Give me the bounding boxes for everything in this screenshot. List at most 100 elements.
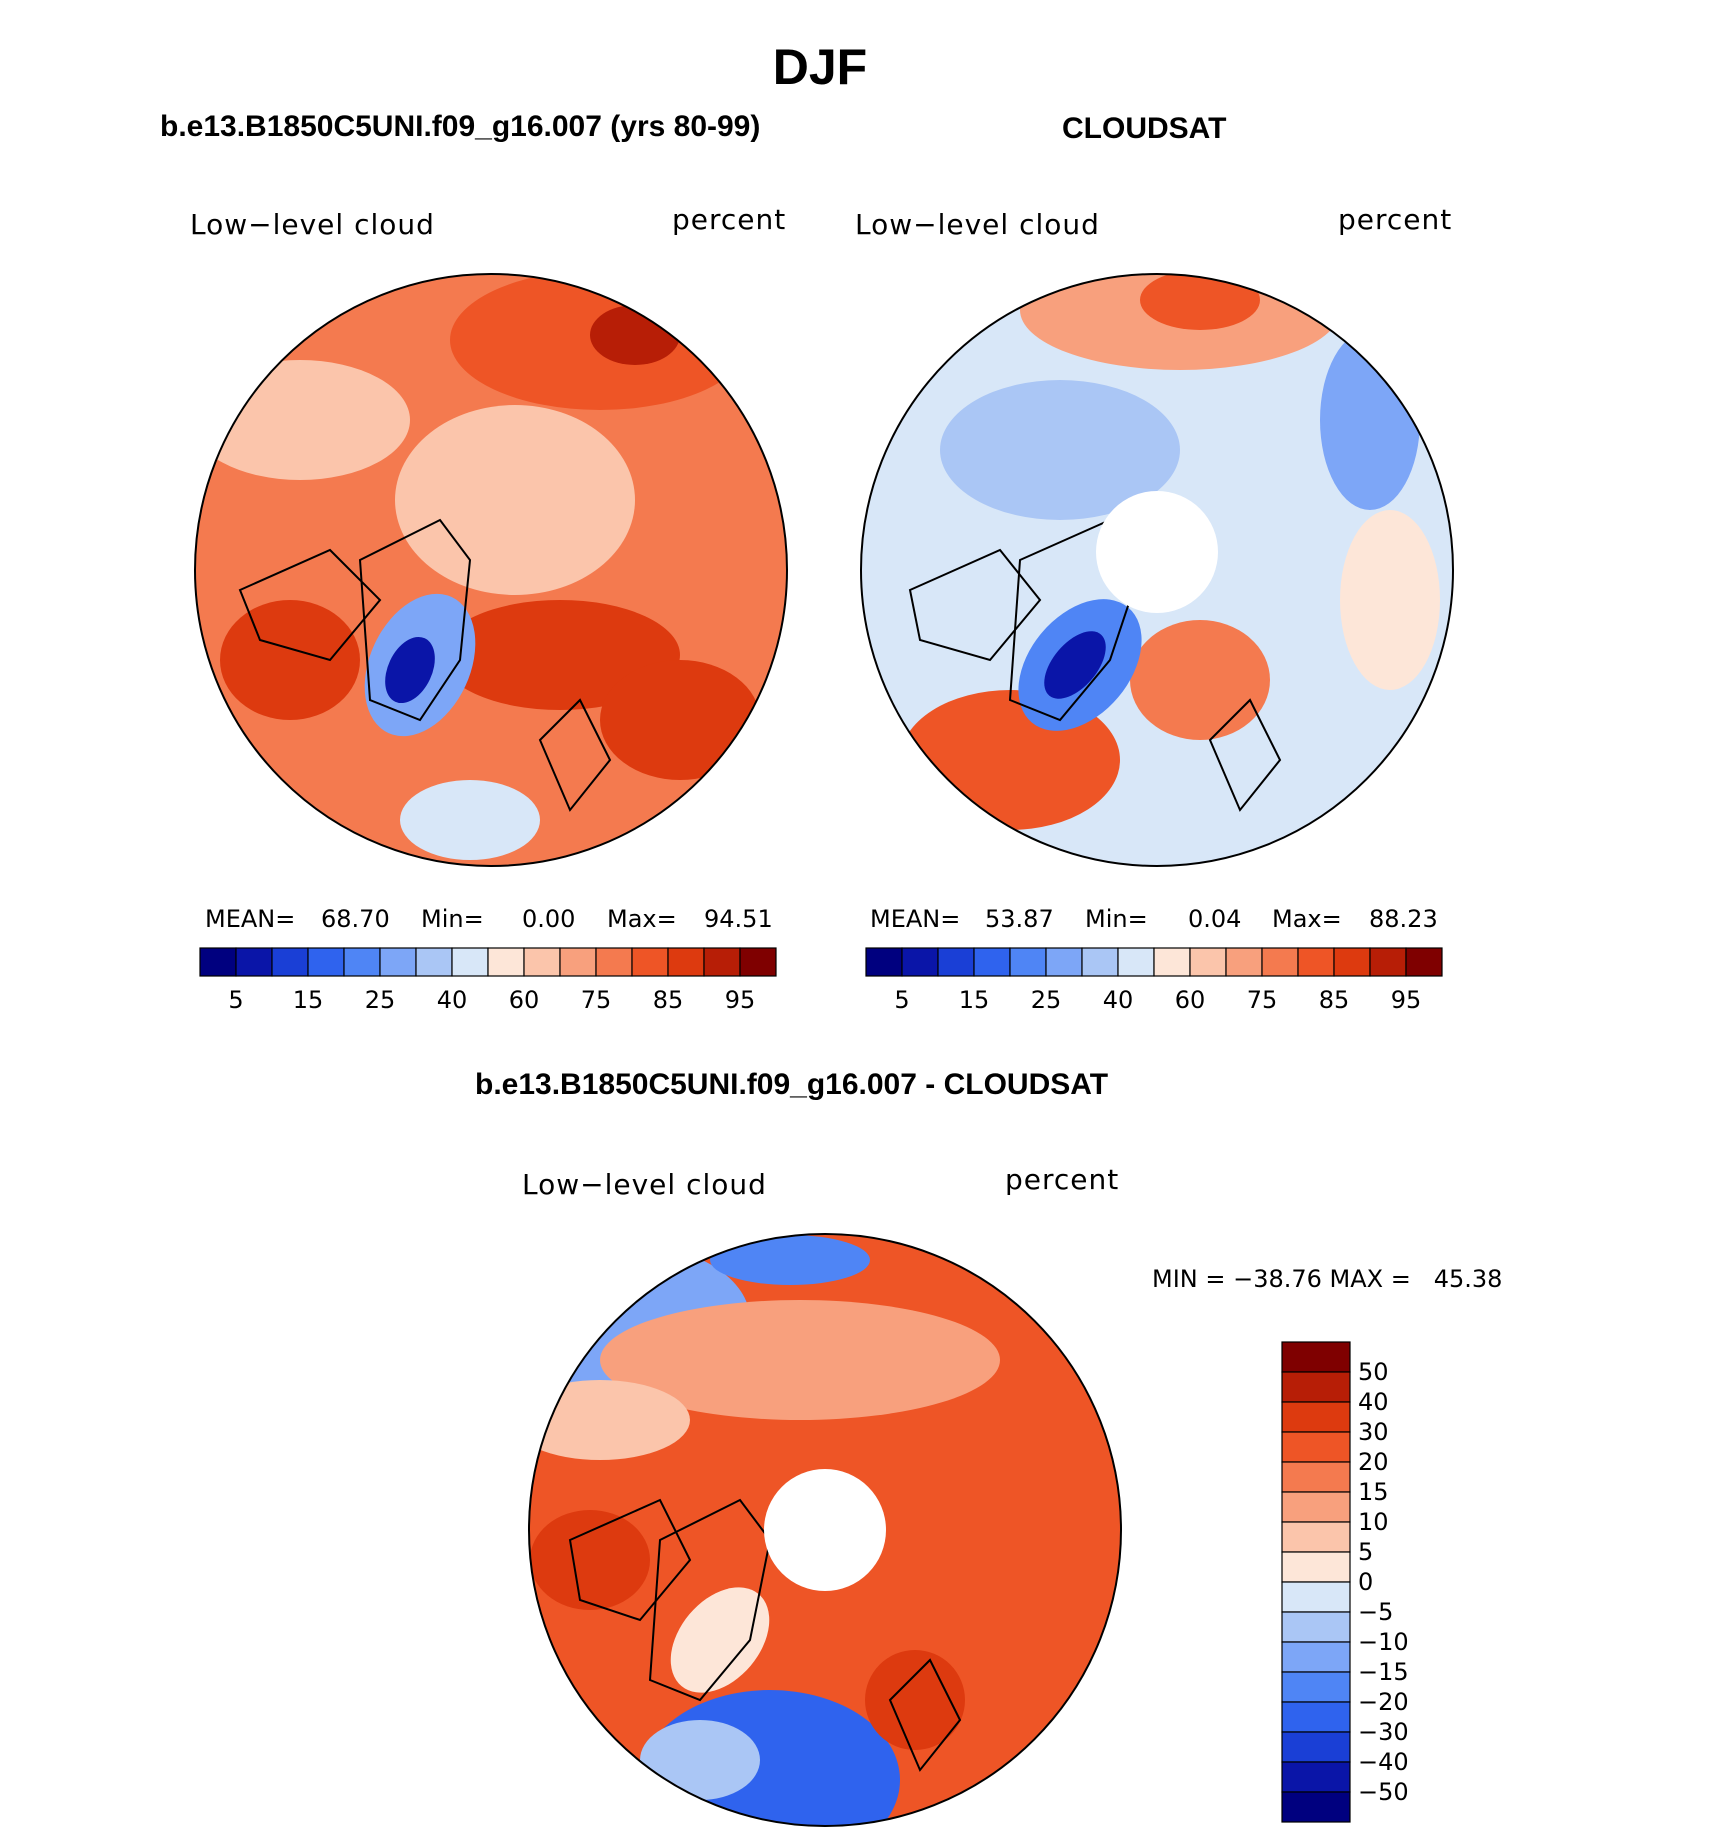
panel2-colorbar-tick-label: 5 <box>894 986 910 1014</box>
panel2-min-label: Min= <box>1085 905 1148 933</box>
panel1-coastline-scandinavia <box>538 698 612 812</box>
panel3-colorbar-swatch <box>1281 1731 1351 1763</box>
panel2-pole-hole <box>1096 491 1218 613</box>
panel2-colorbar-swatch <box>1405 947 1443 977</box>
panel2-coastline-canada <box>908 548 1042 662</box>
panel2-region-siberia-max <box>1140 274 1260 330</box>
panel2-region-pacific-low <box>1320 330 1420 510</box>
panel1-colorbar-tick-label: 95 <box>724 986 756 1014</box>
panel1-title: b.e13.B1850C5UNI.f09_g16.007 (yrs 80-99) <box>160 110 761 143</box>
panel3-colorbar-tick-label: −20 <box>1358 1688 1409 1716</box>
panel1-colorbar-tick-label: 40 <box>436 986 468 1014</box>
panel1-mean-value: 68.70 <box>321 905 390 933</box>
panel3-colorbar-swatch <box>1281 1431 1351 1463</box>
figure-title: DJF <box>772 39 868 95</box>
panel2-colorbar-swatch <box>901 947 939 977</box>
panel3-colorbar <box>1281 1341 1351 1823</box>
panel1-map-border <box>194 273 788 867</box>
panel1-max-label: Max= <box>607 905 677 933</box>
panel3-colorbar-swatch <box>1281 1701 1351 1733</box>
panel2-colorbar-swatch <box>973 947 1011 977</box>
panel1-min-value: 0.00 <box>522 905 576 933</box>
panel3-coastline-scandinavia <box>888 1658 962 1772</box>
panel3-map-border <box>528 1233 1122 1827</box>
panel3-colorbar-tick-label: 40 <box>1358 1388 1389 1416</box>
panel1-colorbar-tick-label: 75 <box>580 986 612 1014</box>
panel3-colorbar-tick-label: 30 <box>1358 1418 1389 1446</box>
panel2-max-value: 88.23 <box>1369 905 1438 933</box>
panel1-region-uk-low <box>400 780 540 860</box>
panel2-min-value: 0.04 <box>1188 905 1242 933</box>
panel3-region-greenland <box>670 1587 770 1693</box>
panel2-colorbar-tick-label: 95 <box>1390 986 1422 1014</box>
panel1-colorbar-swatch <box>271 947 309 977</box>
panel1-region-greenland-min <box>385 636 435 704</box>
panel1-colorbar-swatch <box>595 947 633 977</box>
panel1-region-labrador <box>220 600 360 720</box>
panel3-colorbar-swatch <box>1281 1611 1351 1643</box>
panel3-colorbar-swatch <box>1281 1551 1351 1583</box>
panel2-title: CLOUDSAT <box>1062 112 1227 145</box>
panel1-colorbar-tick-label: 25 <box>364 986 396 1014</box>
panel1-colorbar-swatch <box>667 947 705 977</box>
panel2-colorbar-tick-label: 25 <box>1030 986 1062 1014</box>
panel2-colorbar-swatch <box>1153 947 1191 977</box>
panel2-colorbar-swatch <box>1081 947 1119 977</box>
panel1-colorbar-swatch <box>343 947 381 977</box>
panel3-region-atlantic-edge <box>640 1720 760 1800</box>
panel3-region-canada <box>530 1510 650 1610</box>
panel1-colorbar-swatch <box>523 947 561 977</box>
panel2-colorbar-tick-label: 75 <box>1246 986 1278 1014</box>
panel3-colorbar-swatch <box>1281 1641 1351 1673</box>
panel1-colorbar <box>199 947 777 977</box>
panel3-coastline-canada <box>568 1498 692 1622</box>
panel1-colorbar-swatch <box>415 947 453 977</box>
panel1-region-alaska <box>195 360 410 480</box>
panel1-region-siberia-max <box>590 305 680 365</box>
panel3-colorbar-tick-label: 10 <box>1358 1508 1389 1536</box>
panel2-colorbar-swatch <box>1261 947 1299 977</box>
panel2-colorbar-swatch <box>1225 947 1263 977</box>
panel1-region-europe <box>600 660 760 780</box>
panel1-min-label: Min= <box>421 905 484 933</box>
panel3-colorbar-swatch <box>1281 1791 1351 1823</box>
panel3-colorbar-tick-label: −40 <box>1358 1748 1409 1776</box>
panel1-colorbar-tick-label: 5 <box>228 986 244 1014</box>
panel1-colorbar-tick-label: 85 <box>652 986 684 1014</box>
panel1-colorbar-tick-label: 15 <box>292 986 324 1014</box>
panel2-colorbar-swatch <box>1045 947 1083 977</box>
panel2-region-greenland-min <box>1044 631 1106 699</box>
panel1-units-label: percent <box>672 203 787 236</box>
panel2-coastline-scandinavia <box>1208 698 1282 812</box>
panel3-colorbar-swatch <box>1281 1581 1351 1613</box>
panel2-colorbar <box>865 947 1443 977</box>
panel3-colorbar-swatch <box>1281 1671 1351 1703</box>
panel2-colorbar-swatch <box>1297 947 1335 977</box>
panel2-max-label: Max= <box>1272 905 1342 933</box>
panel2-region-norwegian-sea <box>1130 620 1270 740</box>
panel2-colorbar-tick-label: 15 <box>958 986 990 1014</box>
panel3-colorbar-swatch <box>1281 1341 1351 1373</box>
panel3-map <box>528 1233 1122 1827</box>
panel3-colorbar-swatch <box>1281 1461 1351 1493</box>
panel2-mean-label: MEAN= <box>870 905 961 933</box>
panel1-colorbar-swatch <box>559 947 597 977</box>
panel1-variable-label: Low−level cloud <box>190 208 435 241</box>
panel2-colorbar-swatch <box>1369 947 1407 977</box>
panel3-colorbar-swatch <box>1281 1521 1351 1553</box>
panel3-colorbar-tick-label: −5 <box>1358 1598 1394 1626</box>
panel2-colorbar-swatch <box>1189 947 1227 977</box>
panel1-region-arctic <box>395 405 635 595</box>
panel2-colorbar-swatch <box>1117 947 1155 977</box>
panel2-map-border <box>860 273 1454 867</box>
panel2-colorbar-swatch <box>1009 947 1047 977</box>
panel2-region-eurasia <box>1340 510 1440 690</box>
panel3-colorbar-tick-label: −10 <box>1358 1628 1409 1656</box>
panel3-colorbar-tick-label: −30 <box>1358 1718 1409 1746</box>
panel3-variable-label: Low−level cloud <box>522 1168 767 1201</box>
panel3-region-alaska <box>529 1380 690 1460</box>
panel2-colorbar-swatch <box>937 947 975 977</box>
panel2-map <box>860 273 1454 867</box>
panel1-colorbar-swatch <box>199 947 237 977</box>
